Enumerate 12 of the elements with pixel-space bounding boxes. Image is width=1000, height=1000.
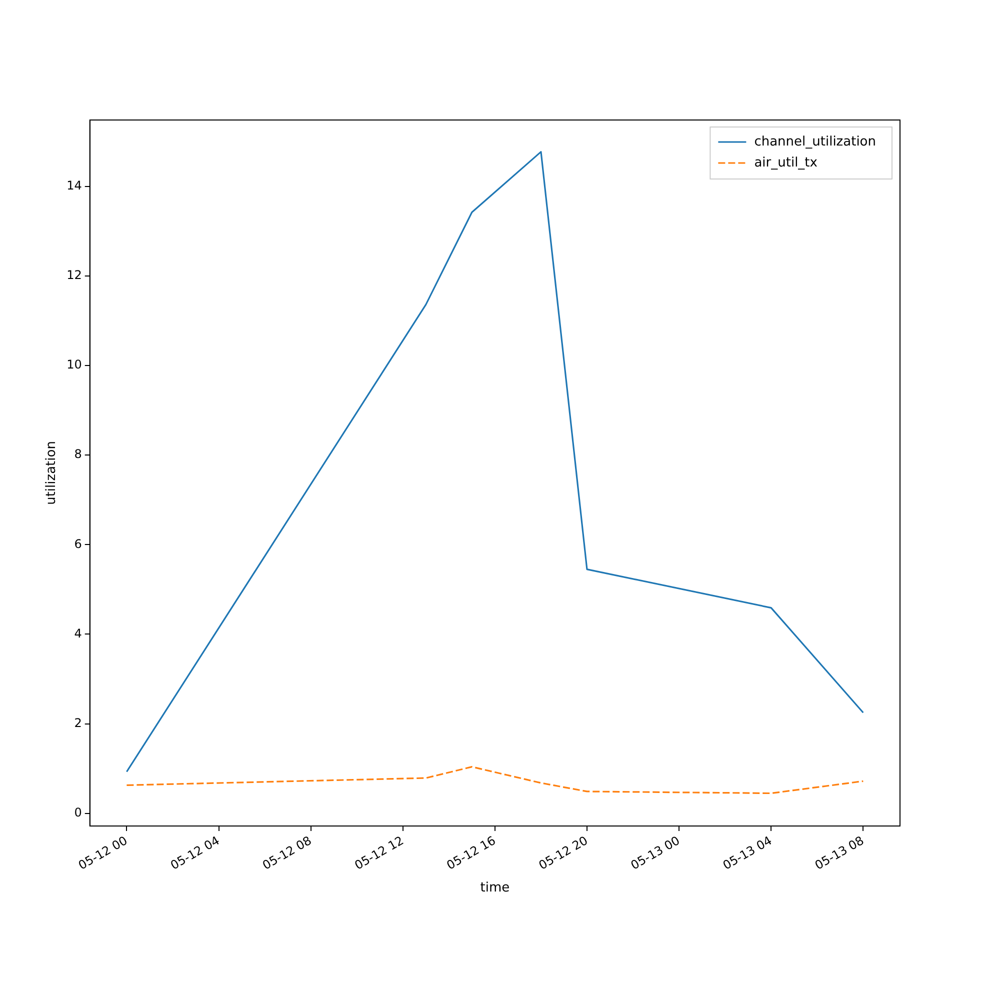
y-tick-label: 2 xyxy=(74,716,82,730)
legend-label: air_util_tx xyxy=(754,155,818,170)
y-tick-label: 4 xyxy=(74,626,82,640)
y-tick-label: 0 xyxy=(74,806,82,820)
y-tick-label: 14 xyxy=(66,178,82,192)
y-tick-label: 6 xyxy=(74,536,82,551)
y-tick-label: 10 xyxy=(66,358,82,372)
legend-label: channel_utilization xyxy=(754,134,876,150)
y-tick-label: 8 xyxy=(74,447,82,462)
y-tick-label: 12 xyxy=(66,268,82,282)
x-axis-title: time xyxy=(480,880,510,896)
y-axis-title: utilization xyxy=(44,441,60,505)
